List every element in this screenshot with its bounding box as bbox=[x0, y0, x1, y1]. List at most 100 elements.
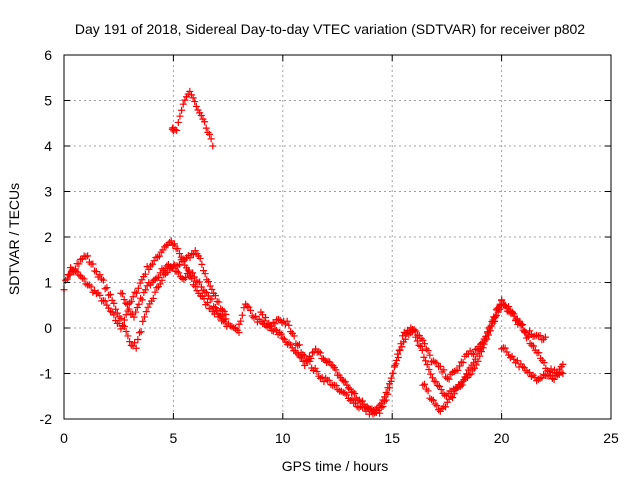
data-point-marker bbox=[87, 283, 95, 291]
data-point-marker bbox=[153, 274, 161, 282]
y-tick-label: 5 bbox=[44, 93, 52, 109]
data-point-marker bbox=[398, 343, 406, 351]
data-point-marker bbox=[191, 283, 199, 291]
data-point-marker bbox=[204, 299, 212, 307]
data-point-marker bbox=[174, 245, 182, 253]
data-point-marker bbox=[101, 297, 109, 305]
data-point-marker bbox=[117, 315, 125, 323]
data-point-marker bbox=[63, 275, 71, 283]
data-point-marker bbox=[279, 334, 287, 342]
data-point-marker bbox=[218, 312, 226, 320]
data-point-marker bbox=[189, 269, 197, 277]
data-point-marker bbox=[122, 299, 130, 307]
data-point-marker bbox=[384, 384, 392, 392]
data-point-marker bbox=[174, 118, 182, 126]
series-track-i bbox=[498, 344, 567, 385]
data-point-marker bbox=[143, 282, 151, 290]
data-point-marker bbox=[304, 357, 312, 365]
data-point-marker bbox=[112, 305, 120, 313]
data-point-marker bbox=[369, 406, 377, 414]
data-point-marker bbox=[206, 130, 214, 138]
series-track-e bbox=[235, 297, 506, 418]
data-point-marker bbox=[164, 260, 172, 268]
y-tick-label: 2 bbox=[44, 229, 52, 245]
data-point-marker bbox=[187, 91, 195, 99]
x-tick-label: 15 bbox=[384, 430, 400, 446]
data-point-marker bbox=[471, 355, 479, 363]
data-point-marker bbox=[387, 374, 395, 382]
data-point-marker bbox=[196, 278, 204, 286]
data-point-marker bbox=[127, 297, 135, 305]
series-track-d bbox=[168, 87, 217, 150]
data-point-marker bbox=[134, 284, 142, 292]
data-point-marker bbox=[99, 276, 107, 284]
x-tick-label: 20 bbox=[494, 430, 510, 446]
data-point-marker bbox=[535, 349, 543, 357]
data-point-marker bbox=[247, 307, 255, 315]
data-point-marker bbox=[271, 325, 279, 333]
data-point-marker bbox=[110, 299, 118, 307]
data-point-marker bbox=[389, 369, 397, 377]
data-point-marker bbox=[379, 396, 387, 404]
data-point-marker bbox=[478, 339, 486, 347]
series-track-c bbox=[117, 260, 230, 323]
data-point-marker bbox=[421, 340, 429, 348]
data-point-marker bbox=[316, 349, 324, 357]
data-point-marker bbox=[151, 288, 159, 296]
data-point-marker bbox=[413, 337, 421, 345]
data-point-marker bbox=[92, 268, 100, 276]
data-point-marker bbox=[381, 393, 389, 401]
data-point-marker bbox=[332, 366, 340, 374]
data-point-marker bbox=[142, 286, 150, 294]
data-point-marker bbox=[277, 330, 285, 338]
data-point-marker bbox=[215, 298, 223, 306]
data-point-marker bbox=[129, 293, 137, 301]
y-tick-label: 0 bbox=[44, 320, 52, 336]
data-point-marker bbox=[319, 355, 327, 363]
data-point-marker bbox=[559, 360, 567, 368]
data-point-marker bbox=[208, 285, 216, 293]
data-point-marker bbox=[265, 319, 273, 327]
data-point-marker bbox=[132, 308, 140, 316]
data-point-marker bbox=[487, 322, 495, 330]
data-point-marker bbox=[313, 367, 321, 375]
data-point-marker bbox=[376, 409, 384, 417]
data-point-marker bbox=[122, 327, 130, 335]
data-point-marker bbox=[412, 327, 420, 335]
data-point-marker bbox=[394, 354, 402, 362]
data-point-marker bbox=[170, 240, 178, 248]
data-point-marker bbox=[209, 142, 217, 150]
data-point-marker bbox=[454, 366, 462, 374]
data-point-marker bbox=[501, 344, 509, 352]
data-point-marker bbox=[190, 250, 198, 258]
y-tick-label: -1 bbox=[40, 366, 53, 382]
data-point-marker bbox=[204, 278, 212, 286]
data-point-marker bbox=[137, 294, 145, 302]
data-point-marker bbox=[133, 304, 141, 312]
data-point-marker bbox=[301, 362, 309, 370]
data-point-marker bbox=[401, 335, 409, 343]
data-point-marker bbox=[252, 312, 260, 320]
x-tick-label: 10 bbox=[275, 430, 291, 446]
data-point-marker bbox=[426, 351, 434, 359]
data-point-marker bbox=[155, 252, 163, 260]
data-point-marker bbox=[344, 384, 352, 392]
data-point-marker bbox=[341, 378, 349, 386]
data-point-marker bbox=[315, 348, 323, 356]
data-point-marker bbox=[349, 388, 357, 396]
y-tick-label: -2 bbox=[40, 411, 53, 427]
data-point-marker bbox=[191, 247, 199, 255]
data-point-marker bbox=[382, 389, 390, 397]
data-point-marker bbox=[89, 260, 97, 268]
data-point-marker bbox=[432, 378, 440, 386]
data-point-marker bbox=[298, 354, 306, 362]
data-point-marker bbox=[318, 373, 326, 381]
data-point-marker bbox=[106, 291, 114, 299]
data-point-marker bbox=[182, 274, 190, 282]
data-point-marker bbox=[169, 241, 177, 249]
data-point-marker bbox=[296, 353, 304, 361]
data-point-marker bbox=[171, 126, 179, 134]
data-point-marker bbox=[521, 328, 529, 336]
data-point-marker bbox=[502, 302, 510, 310]
